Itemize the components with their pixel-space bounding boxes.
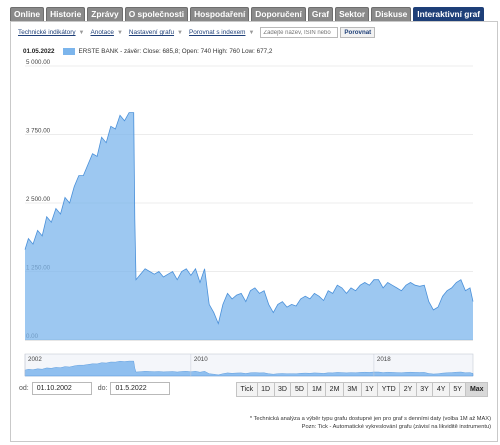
legend-swatch bbox=[62, 48, 75, 55]
price-chart[interactable]: 5 000.003 750.002 500.001 250.000.00 bbox=[11, 59, 497, 352]
series-line bbox=[24, 112, 474, 325]
price-chart-svg: 5 000.003 750.002 500.001 250.000.00 bbox=[24, 59, 474, 341]
technical-indicators-link[interactable]: Technické indikátory bbox=[18, 29, 76, 36]
navigator[interactable]: 2002 2010 2018 bbox=[11, 352, 497, 382]
navigator-area bbox=[24, 360, 474, 377]
footnotes: * Technická analýza a výběr typu grafu d… bbox=[250, 415, 491, 431]
navigator-label: 2002 bbox=[28, 356, 42, 363]
compare-index-link[interactable]: Porovnat s indexem bbox=[188, 29, 246, 36]
navigator-label: 2018 bbox=[377, 356, 391, 363]
zoom-button-1d[interactable]: 1D bbox=[256, 382, 275, 397]
chart-settings-link[interactable]: Nastavení grafu bbox=[128, 29, 175, 36]
tab-6[interactable]: Graf bbox=[307, 7, 334, 21]
tab-5[interactable]: Doporučení bbox=[251, 7, 306, 21]
zoom-button-1m[interactable]: 1M bbox=[307, 382, 327, 397]
tab-4[interactable]: Hospodaření bbox=[190, 7, 250, 21]
zoom-button-5d[interactable]: 5D bbox=[290, 382, 309, 397]
footnote-2: Pozn: Tick - Automatické vykreslování gr… bbox=[301, 424, 491, 430]
annotation-link[interactable]: Anotace bbox=[90, 29, 114, 36]
date-range: od: do: bbox=[19, 382, 171, 395]
tab-7[interactable]: Sektor bbox=[335, 7, 370, 21]
zoom-button-5y[interactable]: 5Y bbox=[448, 382, 467, 397]
zoom-buttons: Tick 1D 3D 5D 1M 2M 3M 1Y YTD 2Y 3Y 4Y 5Y Max bbox=[236, 382, 489, 397]
from-label: od: bbox=[19, 385, 29, 392]
legend-text: ERSTE BANK - závěr: Close: 685,8; Open: … bbox=[78, 48, 273, 55]
zoom-button-2y[interactable]: 2Y bbox=[399, 382, 417, 397]
tab-3[interactable]: O společnosti bbox=[124, 7, 189, 21]
zoom-button-3d[interactable]: 3D bbox=[273, 382, 292, 397]
tab-9[interactable]: Interaktivní graf bbox=[413, 7, 485, 21]
zoom-button-max[interactable]: Max bbox=[465, 382, 489, 397]
navigator-svg: 2002 2010 2018 bbox=[24, 353, 474, 377]
navigator-label: 2010 bbox=[194, 356, 208, 363]
y-tick-label: 3 750.00 bbox=[26, 128, 51, 135]
footnote-1: * Technická analýza a výběr typu grafu d… bbox=[249, 416, 491, 422]
dropdown-arrow-icon: ▼ bbox=[116, 29, 123, 36]
zoom-button-4y[interactable]: 4Y bbox=[432, 382, 450, 397]
zoom-button-3m[interactable]: 3M bbox=[342, 382, 362, 397]
chart-panel: Technické indikátory ▼ Anotace ▼ Nastavení… bbox=[10, 21, 498, 442]
dropdown-arrow-icon: ▼ bbox=[177, 29, 183, 36]
zoom-button-tick[interactable]: Tick bbox=[236, 382, 258, 397]
tab-bar: Online Historie Zprávy O společnosti Hospoda… bbox=[10, 7, 485, 21]
tab-2[interactable]: Zprávy bbox=[87, 7, 123, 21]
to-date-input[interactable] bbox=[110, 382, 171, 395]
y-tick-label: 2 500.00 bbox=[26, 196, 51, 203]
legend-date: 01.05.2022 bbox=[23, 48, 55, 55]
y-tick-label: 5 000.00 bbox=[26, 59, 51, 66]
zoom-button-ytd[interactable]: YTD bbox=[377, 382, 401, 397]
tab-8[interactable]: Diskuse bbox=[371, 7, 412, 21]
compare-button[interactable]: Porovnat bbox=[340, 27, 376, 38]
to-label: do: bbox=[97, 385, 108, 392]
chart-toolbar: Technické indikátory ▼ Anotace ▼ Nastavení… bbox=[18, 27, 376, 38]
tab-0[interactable]: Online bbox=[10, 7, 45, 21]
dropdown-arrow-icon: ▼ bbox=[78, 29, 85, 36]
series-area bbox=[25, 112, 473, 340]
tab-1[interactable]: Historie bbox=[46, 7, 86, 21]
compare-search-input[interactable] bbox=[260, 27, 339, 38]
zoom-button-2m[interactable]: 2M bbox=[325, 382, 344, 397]
dropdown-arrow-icon: ▼ bbox=[248, 29, 255, 36]
from-date-input[interactable] bbox=[31, 382, 92, 395]
zoom-button-3y[interactable]: 3Y bbox=[415, 382, 434, 397]
zoom-button-1y[interactable]: 1Y bbox=[360, 382, 379, 397]
chart-legend: 01.05.2022 ERSTE BANK - závěr: Close: 68… bbox=[23, 48, 272, 55]
